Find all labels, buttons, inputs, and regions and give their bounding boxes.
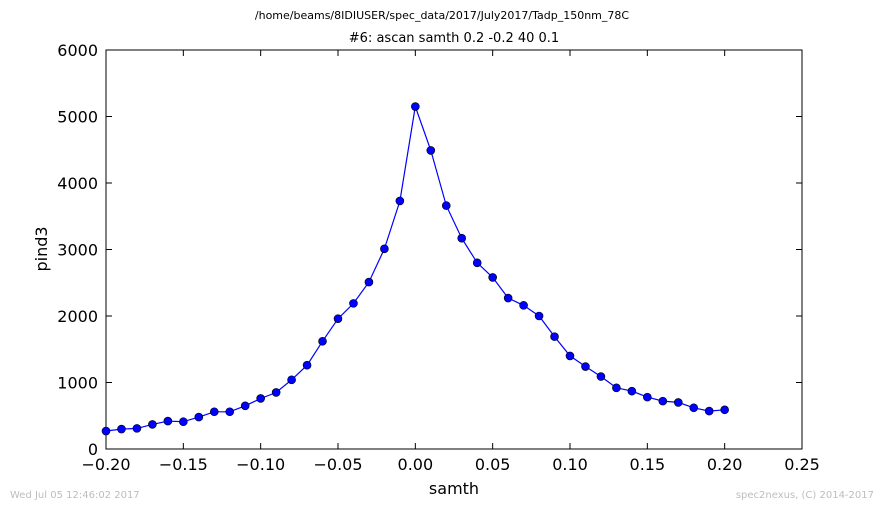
data-series xyxy=(101,102,729,436)
data-point xyxy=(132,424,142,433)
x-tick-label: 0.20 xyxy=(707,455,743,474)
data-point xyxy=(488,273,497,282)
data-point xyxy=(673,398,683,407)
x-tick-label: −0.15 xyxy=(159,455,208,474)
data-point xyxy=(411,102,420,111)
data-point xyxy=(318,336,327,346)
axis-ticks: −0.20 −0.15 −0.10 −0.05 0.00 0.05 0.10 0.15 0.20… xyxy=(57,41,820,474)
data-point xyxy=(658,396,668,406)
x-tick-label: 0.05 xyxy=(475,455,511,474)
data-point xyxy=(179,417,188,427)
data-point xyxy=(163,416,173,426)
data-point xyxy=(256,394,265,403)
data-point xyxy=(643,392,652,402)
data-point xyxy=(302,360,312,370)
y-tick-label: 0 xyxy=(88,440,98,459)
y-tick-label: 1000 xyxy=(57,374,98,393)
data-point xyxy=(349,299,358,308)
data-point xyxy=(194,412,204,422)
x-axis-label: samth xyxy=(429,479,479,498)
data-point xyxy=(704,406,714,416)
data-point xyxy=(426,146,436,155)
x-tick-label: −0.20 xyxy=(81,455,130,474)
y-tick-label: 2000 xyxy=(57,307,98,326)
data-point xyxy=(720,405,729,415)
data-point xyxy=(689,403,699,413)
y-axis-label: pind3 xyxy=(32,226,51,271)
data-point xyxy=(457,233,467,243)
data-point xyxy=(364,277,374,287)
x-tick-label: −0.05 xyxy=(313,455,362,474)
data-point xyxy=(101,426,111,436)
data-point xyxy=(581,362,590,371)
data-point xyxy=(550,332,559,341)
data-point xyxy=(565,351,575,361)
plot-area xyxy=(105,49,803,450)
data-point xyxy=(612,383,621,393)
x-tick-label: 0.25 xyxy=(784,455,820,474)
chart-title: #6: ascan samth 0.2 -0.2 40 0.1 xyxy=(349,31,559,46)
y-tick-label: 5000 xyxy=(57,108,98,127)
data-point xyxy=(596,372,606,381)
data-point xyxy=(148,420,157,429)
data-point xyxy=(519,301,528,310)
x-tick-label: 0.00 xyxy=(398,455,434,474)
data-point xyxy=(209,407,219,417)
data-point xyxy=(395,196,405,206)
data-point xyxy=(441,201,451,210)
data-point xyxy=(117,424,126,434)
y-tick-label: 4000 xyxy=(57,174,98,193)
data-point xyxy=(380,244,389,254)
data-point xyxy=(287,375,296,385)
data-point xyxy=(503,293,513,303)
y-tick-label: 6000 xyxy=(57,41,98,60)
y-tick-label: 3000 xyxy=(57,241,98,260)
data-point xyxy=(333,314,343,323)
x-tick-label: −0.10 xyxy=(236,455,285,474)
data-point xyxy=(271,388,281,397)
data-point xyxy=(472,258,482,268)
data-point xyxy=(240,401,250,411)
footer-timestamp: Wed Jul 05 12:46:02 2017 xyxy=(10,490,140,501)
footer-credit: spec2nexus, (C) 2014-2017 xyxy=(736,490,874,501)
x-tick-label: 0.15 xyxy=(630,455,666,474)
data-point xyxy=(534,311,544,321)
x-tick-label: 0.10 xyxy=(552,455,588,474)
chart-suptitle: /home/beams/8IDIUSER/spec_data/2017/July… xyxy=(255,9,630,22)
data-point xyxy=(225,407,235,417)
data-point xyxy=(627,386,637,396)
